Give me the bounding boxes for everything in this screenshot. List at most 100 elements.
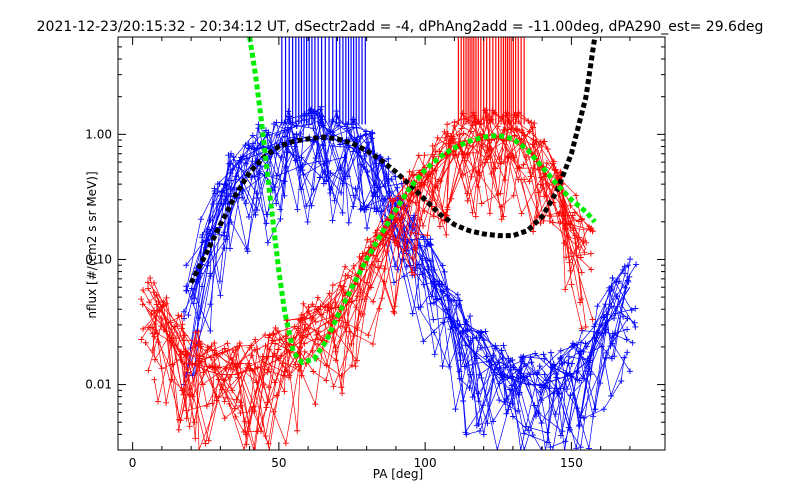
series-point [444,121,451,128]
series-point [510,192,517,199]
series-point [282,332,289,339]
series-point [632,323,639,330]
series-point [575,423,582,430]
series-point [459,110,466,117]
series-point [496,397,503,404]
series-point [350,262,357,269]
series-point [281,388,288,395]
series-point [583,239,590,246]
series-point [158,315,165,322]
series-point [251,346,258,353]
series-point [264,399,271,406]
series-point [369,130,376,137]
series-point [494,123,501,130]
series-point [314,294,321,301]
series-point [392,173,399,180]
series-point [273,172,280,179]
series-point [424,232,431,239]
series-point [494,447,501,450]
series-point [342,263,349,270]
series-point [185,312,192,319]
series-point [278,119,285,126]
series-point [533,370,540,377]
series-point [311,114,318,121]
series-point [140,287,147,294]
series-point [611,315,618,322]
series-point [446,363,453,370]
series-point [394,184,401,191]
series-point [294,206,301,213]
series-point [329,143,336,150]
series-point [192,329,199,336]
y-tick-label: 0.01 [85,378,112,392]
series-point [221,398,228,405]
series-point [149,347,156,354]
series-point [559,428,566,435]
series-point [464,152,471,159]
series-point [410,172,417,179]
series-point [526,178,533,185]
data-series [138,37,640,450]
series-point [588,266,595,273]
series-point [598,322,605,329]
series-point [242,142,249,149]
x-axis-label: PA [deg] [373,467,423,481]
series-point [293,131,300,138]
series-point [521,447,528,450]
series-point [525,118,532,125]
series-point [207,354,214,361]
series-point [562,286,569,293]
series-point [564,233,571,240]
series-point [515,165,522,172]
series-point [460,398,467,405]
series-point [409,255,416,262]
x-tick-label: 150 [560,456,583,470]
series-point [536,363,543,370]
series-point [264,239,271,246]
series-point [416,216,423,223]
series-point [196,338,203,345]
series-point [149,324,156,331]
series-point [368,135,375,142]
series-point [572,232,579,239]
series-point [456,321,463,328]
series-point [317,106,324,113]
series-point [248,342,255,349]
series-point [330,383,337,390]
series-point [309,315,316,322]
series-point [421,207,428,214]
series-point [309,347,316,354]
series-point [471,112,478,119]
series-point [463,431,470,438]
series-point [339,390,346,397]
series-point [518,210,525,217]
series-point [226,160,233,167]
series-point [509,413,516,420]
series-point [461,157,468,164]
series-point [623,336,630,343]
series-point [518,127,525,134]
series-point [456,375,463,382]
series-point [263,211,270,218]
series-point [523,153,530,160]
series-point [252,336,259,343]
series-point [435,178,442,185]
series-point [344,121,351,128]
series-point [348,362,355,369]
series-point [332,304,339,311]
series-point [532,413,539,420]
series-point [532,138,539,145]
series-point [469,335,476,342]
series-point [211,187,218,194]
series-point [417,303,424,310]
series-point [224,340,231,347]
series-point [254,346,261,353]
series-point [530,228,537,235]
series-point [496,380,503,387]
series-point [578,269,585,276]
series-point [473,422,480,429]
series-point [406,221,413,228]
series-point [557,218,564,225]
series-point [333,108,340,115]
